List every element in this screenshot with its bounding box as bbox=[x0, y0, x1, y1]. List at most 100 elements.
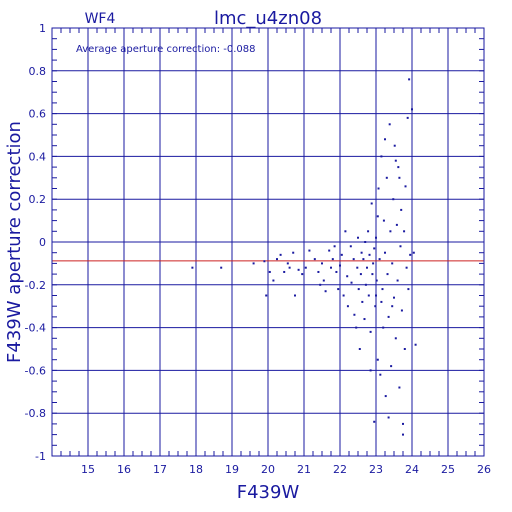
data-point bbox=[384, 251, 386, 254]
data-point bbox=[398, 386, 401, 389]
data-point bbox=[301, 273, 304, 276]
data-point bbox=[360, 251, 363, 254]
data-point bbox=[380, 155, 383, 158]
data-point bbox=[297, 268, 300, 271]
data-point bbox=[394, 337, 397, 340]
data-point bbox=[324, 290, 327, 293]
x-axis-label: F439W bbox=[237, 482, 300, 503]
x-tick-label: 25 bbox=[441, 463, 455, 476]
data-point bbox=[381, 288, 384, 291]
data-point bbox=[405, 266, 408, 269]
data-point bbox=[286, 262, 289, 265]
y-tick-label: -0.8 bbox=[25, 407, 46, 420]
data-point bbox=[220, 266, 223, 269]
data-point bbox=[263, 260, 266, 263]
data-point bbox=[355, 326, 358, 329]
data-point bbox=[361, 300, 364, 303]
x-tick-label: 22 bbox=[333, 463, 347, 476]
x-tick-label: 20 bbox=[261, 463, 275, 476]
data-point bbox=[393, 144, 396, 147]
data-point bbox=[372, 262, 375, 265]
y-tick-label: -0.2 bbox=[25, 279, 46, 292]
data-point bbox=[412, 251, 415, 254]
data-point bbox=[335, 270, 338, 273]
data-point bbox=[317, 270, 320, 273]
data-point bbox=[411, 108, 413, 111]
y-tick-label: 1 bbox=[39, 22, 46, 35]
x-tick-label: 23 bbox=[369, 463, 383, 476]
data-point bbox=[391, 262, 394, 265]
data-point bbox=[368, 253, 371, 256]
data-point bbox=[382, 219, 385, 222]
data-point bbox=[377, 187, 380, 190]
data-point bbox=[404, 185, 407, 188]
data-point bbox=[395, 223, 398, 226]
data-point bbox=[392, 198, 395, 201]
data-point bbox=[350, 281, 353, 284]
data-point bbox=[367, 294, 370, 297]
data-point bbox=[337, 288, 340, 291]
data-point bbox=[328, 249, 331, 252]
data-point bbox=[388, 123, 391, 126]
average-annotation: Average aperture correction: -0.088 bbox=[76, 44, 256, 55]
data-point bbox=[402, 433, 404, 436]
data-point bbox=[358, 348, 361, 350]
y-tick-label: 0.6 bbox=[29, 108, 47, 121]
data-point bbox=[374, 305, 377, 308]
data-point bbox=[319, 283, 322, 286]
data-point bbox=[364, 283, 367, 286]
y-axis-label: F439W aperture correction bbox=[4, 121, 25, 363]
x-tick-label: 16 bbox=[117, 463, 131, 476]
y-tick-label: -0.6 bbox=[25, 364, 46, 377]
data-point bbox=[272, 279, 275, 282]
data-point bbox=[357, 236, 359, 239]
data-point bbox=[346, 275, 349, 278]
tick-labels: 15 16 17 18 19 20 21 22 23 24 25 26 1 0.8 0.6 0.4 0.2 0 -0… bbox=[25, 22, 491, 476]
data-point bbox=[353, 313, 356, 316]
data-point bbox=[352, 258, 355, 261]
data-point bbox=[279, 253, 282, 256]
x-tick-label: 24 bbox=[405, 463, 419, 476]
data-point bbox=[366, 266, 368, 269]
data-point bbox=[322, 279, 325, 282]
data-point bbox=[387, 416, 390, 419]
data-point bbox=[391, 305, 394, 308]
data-point bbox=[304, 266, 307, 269]
x-tick-label: 21 bbox=[297, 463, 311, 476]
x-tick-label: 18 bbox=[189, 463, 203, 476]
data-point bbox=[376, 358, 379, 361]
data-point bbox=[408, 78, 411, 81]
data-point bbox=[367, 230, 370, 233]
data-point bbox=[369, 330, 372, 333]
data-point bbox=[321, 262, 323, 265]
data-point bbox=[389, 230, 392, 233]
data-point bbox=[370, 202, 373, 205]
data-point bbox=[399, 245, 402, 248]
data-point bbox=[191, 266, 194, 269]
data-point bbox=[344, 230, 347, 233]
data-point bbox=[379, 373, 382, 376]
data-point bbox=[400, 309, 403, 312]
data-point bbox=[384, 138, 386, 141]
data-point bbox=[400, 208, 403, 211]
data-point bbox=[333, 245, 336, 248]
data-point bbox=[396, 279, 399, 282]
data-point bbox=[359, 273, 362, 276]
data-point bbox=[340, 253, 343, 256]
plot-frame bbox=[51, 27, 485, 457]
data-point bbox=[390, 365, 393, 368]
data-point bbox=[292, 251, 295, 254]
data-point bbox=[308, 249, 311, 252]
data-point bbox=[394, 159, 397, 162]
x-tick-label: 17 bbox=[153, 463, 167, 476]
data-point bbox=[407, 288, 410, 291]
data-points bbox=[191, 78, 417, 436]
data-point bbox=[363, 318, 366, 321]
x-tick-label: 15 bbox=[81, 463, 95, 476]
data-point bbox=[403, 348, 406, 350]
data-point bbox=[349, 245, 352, 248]
data-point bbox=[294, 294, 296, 297]
data-point bbox=[288, 266, 291, 269]
data-point bbox=[371, 273, 374, 276]
